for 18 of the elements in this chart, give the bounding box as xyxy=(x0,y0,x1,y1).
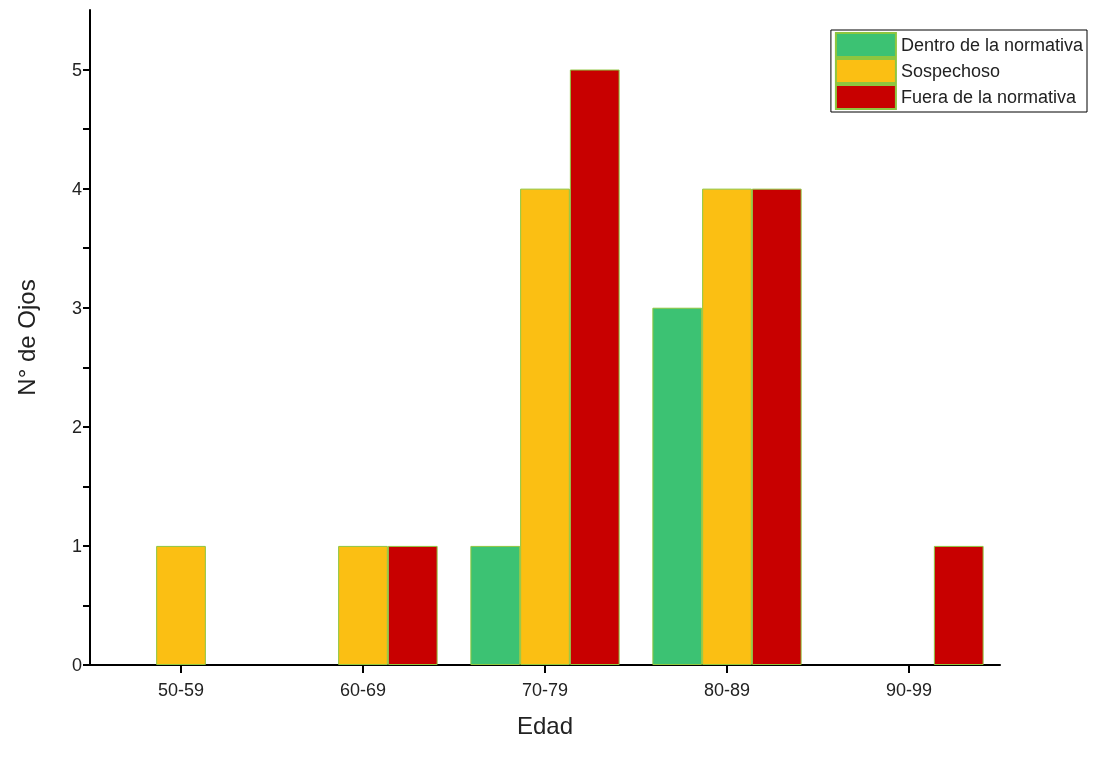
legend-label: Fuera de la normativa xyxy=(900,87,1077,107)
x-tick-label: 90-99 xyxy=(885,680,933,700)
x-tick-label: 80-89 xyxy=(703,680,751,700)
x-tick-label: 60-69 xyxy=(339,680,387,700)
y-tick-label: 2 xyxy=(71,416,82,437)
y-tick-label: 5 xyxy=(71,59,82,80)
legend-label: Sospechoso xyxy=(900,61,1000,81)
x-tick-label: 50-59 xyxy=(157,680,205,700)
bar xyxy=(933,545,984,665)
x-axis-title: Edad xyxy=(516,711,574,739)
y-tick-label: 4 xyxy=(71,178,82,199)
y-tick-label: 0 xyxy=(71,655,82,675)
x-tick-label: 70-79 xyxy=(521,680,569,700)
y-axis-title: N° de Ojos xyxy=(12,279,40,396)
legend-label: Dentro de la normativa xyxy=(900,35,1084,55)
y-tick-label: 1 xyxy=(71,535,82,556)
y-tick-label: 3 xyxy=(71,297,82,318)
bar xyxy=(156,545,206,665)
